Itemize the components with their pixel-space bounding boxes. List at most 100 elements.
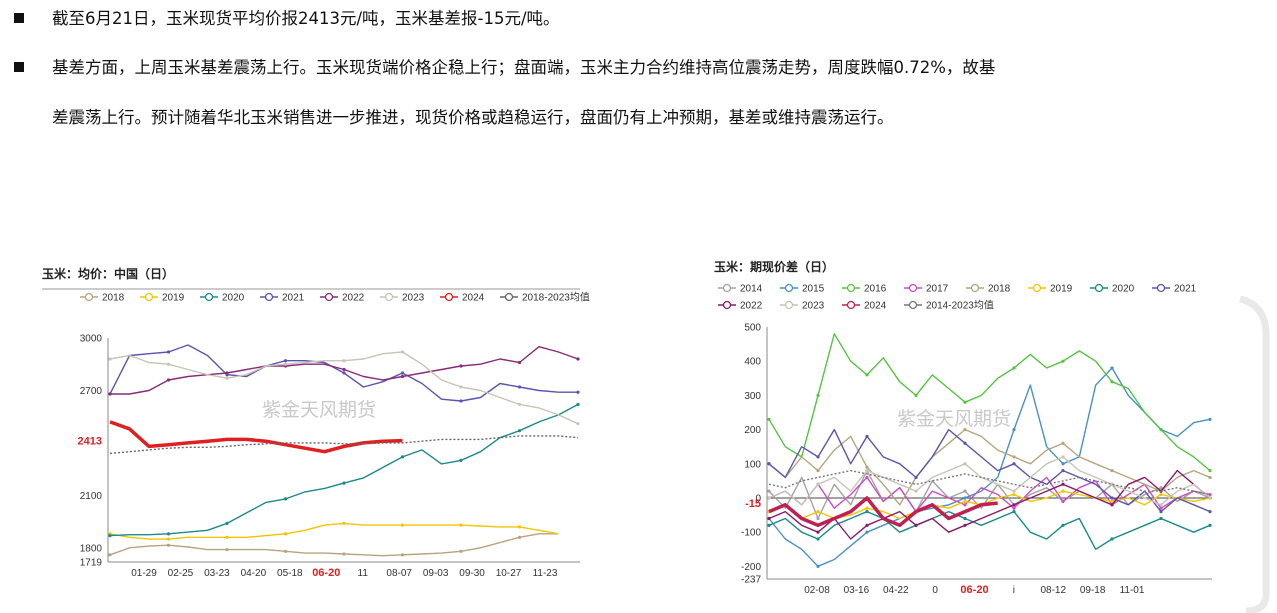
series-point-2022 xyxy=(1110,503,1114,507)
y-tick-label: 0 xyxy=(755,493,761,504)
x-tick-label: 11-01 xyxy=(1120,585,1145,596)
legend-label-2023: 2023 xyxy=(802,301,825,312)
series-point-2020 xyxy=(225,521,229,525)
legend-label-2016: 2016 xyxy=(864,284,887,295)
series-point-2018 xyxy=(816,469,820,473)
series-point-2018 xyxy=(400,553,405,557)
series-line-2024 xyxy=(109,420,403,454)
series-point-2015 xyxy=(1208,417,1212,421)
paragraph-2: 基差方面，上周玉米基差震荡上行。玉米现货端价格企稳上行；盘面端，玉米主力合约维持… xyxy=(52,55,1242,155)
series-point-2015 xyxy=(1110,366,1114,370)
series-point-2019 xyxy=(459,523,463,527)
series-point-2016 xyxy=(1208,469,1212,473)
series-point-2023 xyxy=(1061,455,1065,459)
corn-average-price-chart: 玉米：均价：中国（日） 2018 2019 2020 2021 2022 2023 2024 2… xyxy=(40,258,610,608)
series-point-2023 xyxy=(400,350,405,354)
series-point-2015 xyxy=(1061,462,1065,466)
series-point-2018 xyxy=(1110,469,1114,473)
y-tick-label: 1719 xyxy=(80,558,103,569)
legend-marker-2017 xyxy=(908,283,918,293)
series-line-2015 xyxy=(768,367,1211,567)
series-point-2020 xyxy=(1110,537,1114,541)
legend-marker-2021 xyxy=(1156,283,1166,293)
bullet-point-2: 基差方面，上周玉米基差震荡上行。玉米现货端价格企稳上行；盘面端，玉米主力合约维持… xyxy=(14,55,1242,155)
series-point-2016 xyxy=(816,393,820,397)
y-tick-label: 3000 xyxy=(80,334,103,345)
y-tick-label: 500 xyxy=(744,323,761,334)
x-tick-label: 0 xyxy=(932,585,938,596)
series-point-2021 xyxy=(865,434,869,439)
legend-marker-2014-2023均值 xyxy=(908,300,918,310)
series-point-2020 xyxy=(166,532,171,536)
series-point-2018 xyxy=(166,543,171,547)
legend-marker-2023 xyxy=(384,292,394,302)
series-point-2015 xyxy=(1012,427,1016,432)
series-point-2016 xyxy=(865,373,869,377)
legend-marker-2019 xyxy=(144,292,154,302)
legend-marker-2023 xyxy=(784,300,794,310)
series-point-2021 xyxy=(166,350,171,354)
series-point-2014 xyxy=(767,489,771,493)
y-tick-label: 200 xyxy=(744,425,761,436)
series-point-2018 xyxy=(342,552,346,556)
series-point-2018 xyxy=(459,549,463,553)
series-point-2022 xyxy=(963,523,967,527)
legend-label-2015: 2015 xyxy=(802,284,825,295)
paragraph-1: 截至6月21日，玉米现货平均价报2413元/吨，玉米基差报-15元/吨。 xyxy=(52,6,1242,56)
x-tick-label: 06-20 xyxy=(312,567,340,579)
x-tick-label: 04-22 xyxy=(883,585,909,596)
series-point-2021 xyxy=(400,371,405,375)
paragraph-1-text: 截至6月21日，玉米现货平均价报2413元/吨，玉米基差报-15元/吨。 xyxy=(52,9,560,28)
series-point-2019 xyxy=(1110,499,1114,503)
series-point-2021 xyxy=(283,359,288,363)
x-tick-label: 09-03 xyxy=(423,568,449,579)
series-point-2017 xyxy=(865,475,869,480)
x-tick-label: 04-20 xyxy=(241,568,267,579)
series-point-2021 xyxy=(1159,510,1163,514)
x-tick-label: 01-29 xyxy=(131,568,157,579)
series-point-2019 xyxy=(865,506,869,510)
paragraph-2-line-2: 差震荡上行。预计随着华北玉米销售进一步推进，现货价格或趋稳运行，盘面仍有上冲预期… xyxy=(52,108,894,127)
series-point-2016 xyxy=(914,393,918,397)
bullet-square-icon xyxy=(14,13,24,23)
series-point-2016 xyxy=(767,417,771,421)
series-point-2017 xyxy=(1061,499,1065,503)
series-point-2023 xyxy=(342,359,346,363)
series-line-2020 xyxy=(768,510,1211,550)
series-point-2023 xyxy=(166,362,171,366)
series-point-2023 xyxy=(914,489,918,493)
series-point-2021 xyxy=(816,455,820,459)
series-point-2015 xyxy=(963,496,967,500)
series-point-2019 xyxy=(225,535,229,539)
legend-marker-2021 xyxy=(264,292,274,302)
series-point-2019 xyxy=(517,525,522,529)
series-point-2020 xyxy=(1208,523,1212,527)
series-point-2022 xyxy=(225,371,229,375)
series-point-2017 xyxy=(963,503,967,507)
y-tick-label: -100 xyxy=(741,528,761,539)
series-point-2018 xyxy=(108,553,112,557)
legend-marker-2019 xyxy=(1032,283,1042,293)
series-point-2018 xyxy=(225,547,229,552)
series-point-2022 xyxy=(459,364,463,368)
series-point-2020 xyxy=(1159,516,1163,521)
series-point-2022 xyxy=(865,523,869,527)
series-point-2022 xyxy=(108,392,112,396)
y-tick-label: 2700 xyxy=(80,386,103,397)
series-point-2020 xyxy=(108,533,112,538)
series-point-2019 xyxy=(1159,492,1163,497)
series-line-2018 xyxy=(109,533,559,557)
bullet-point-1: 截至6月21日，玉米现货平均价报2413元/吨，玉米基差报-15元/吨。 xyxy=(14,6,1242,56)
legend-marker-2015 xyxy=(784,283,794,293)
y-tick-label: 300 xyxy=(744,391,761,402)
y-tick-label: 1800 xyxy=(80,543,103,554)
series-point-2023 xyxy=(108,357,112,361)
series-point-2022 xyxy=(1012,503,1016,507)
x-tick-label: 10-27 xyxy=(496,568,522,579)
series-point-2023 xyxy=(816,482,820,486)
legend-marker-2018-2023均值 xyxy=(504,292,514,302)
series-point-2020 xyxy=(865,510,869,514)
legend-label-2017: 2017 xyxy=(926,284,949,295)
series-point-2020 xyxy=(342,481,346,485)
series-point-2023 xyxy=(1159,503,1163,507)
